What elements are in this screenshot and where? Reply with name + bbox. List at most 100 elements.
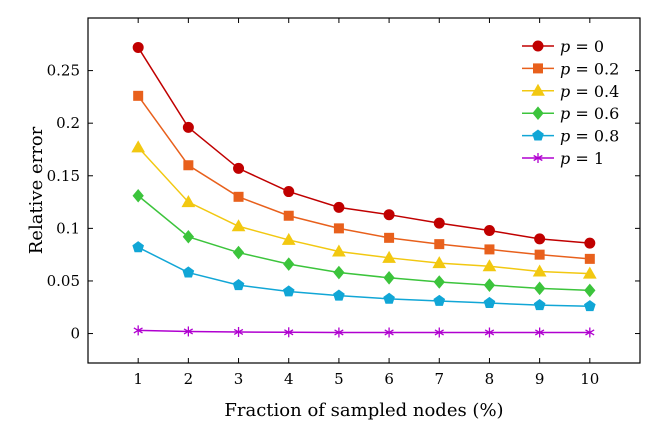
data-point [334, 327, 344, 338]
legend-label-variable: p [560, 104, 570, 123]
y-axis-label: Relative error [26, 126, 47, 254]
data-point [131, 140, 146, 153]
series-5 [133, 325, 595, 338]
data-point [181, 195, 196, 208]
x-tick-label: 5 [334, 370, 344, 388]
data-point [433, 217, 445, 229]
legend-label-value: = 0 [570, 37, 604, 56]
data-point [332, 244, 346, 257]
data-point [484, 327, 495, 338]
data-point [182, 121, 194, 133]
legend-label-variable: p [560, 37, 570, 56]
data-point [133, 325, 143, 336]
data-point [384, 232, 395, 243]
data-point [233, 162, 245, 174]
legend-label-value: = 1 [570, 149, 604, 168]
data-point [584, 253, 595, 264]
legend-label: p = 0.4 [560, 82, 619, 101]
data-point [584, 300, 596, 312]
x-tick-label: 6 [384, 370, 394, 388]
legend-label-value: = 0.8 [570, 127, 619, 146]
data-point [232, 279, 245, 291]
data-point [133, 90, 144, 101]
data-point [283, 210, 294, 221]
data-point [283, 186, 295, 198]
data-point [233, 191, 244, 202]
legend-label-value: = 0.6 [570, 104, 619, 123]
plot-frame [87, 17, 641, 364]
series-line [138, 329, 590, 334]
legend-marker [533, 153, 543, 163]
x-tick-label: 7 [434, 370, 444, 388]
legend-item: p = 0.8 [522, 127, 619, 146]
series-line [137, 195, 590, 292]
legend-marker [532, 40, 544, 52]
data-point [434, 327, 444, 338]
data-point [534, 233, 546, 245]
legend-label-variable: p [560, 82, 570, 101]
data-point [433, 275, 445, 289]
legend-label-value: = 0.2 [570, 59, 619, 78]
series-3 [132, 188, 596, 298]
data-point [434, 239, 445, 250]
x-tick-label: 8 [485, 370, 495, 388]
legend-item: p = 0.4 [522, 82, 619, 101]
legend-marker [531, 83, 545, 96]
x-tick-label: 2 [184, 370, 194, 388]
y-tick-label: 0.05 [47, 272, 80, 290]
legend-marker [532, 106, 544, 120]
y-tick-label: 0.15 [47, 167, 80, 185]
data-point [283, 257, 295, 271]
series-4 [132, 241, 596, 312]
data-point [585, 327, 595, 338]
data-point [534, 249, 545, 260]
legend-label: p = 0.8 [560, 127, 619, 146]
x-axis: 1 2 3 4 5 6 7 8 9 10 [133, 18, 599, 388]
series-line [137, 246, 590, 307]
x-tick-label: 10 [580, 370, 599, 388]
legend-label-variable: p [560, 127, 570, 146]
data-point [132, 41, 144, 53]
data-point [383, 209, 395, 221]
x-tick-label: 4 [284, 370, 294, 388]
x-tick-label: 9 [535, 370, 545, 388]
legend-label-variable: p [560, 149, 570, 168]
data-point [432, 256, 447, 269]
data-point [333, 289, 345, 301]
legend-label-value: = 0.4 [570, 82, 619, 101]
series-line [137, 47, 590, 244]
legend-item: p = 0.6 [522, 104, 619, 123]
data-point [232, 245, 245, 260]
series-1 [133, 90, 595, 264]
legend-label: p = 1 [560, 149, 604, 168]
y-tick-label: 0.2 [56, 114, 80, 132]
data-point [582, 266, 597, 279]
data-point [333, 265, 345, 280]
legend-item: p = 0 [522, 37, 604, 56]
x-axis-label: Fraction of sampled nodes (%) [224, 400, 503, 421]
legend: p = 0p = 0.2p = 0.4p = 0.6p = 0.8p = 1 [522, 37, 619, 168]
data-point [483, 278, 496, 292]
data-point [534, 327, 545, 338]
data-point [231, 219, 246, 232]
x-tick-label: 1 [133, 370, 143, 388]
data-point [533, 281, 546, 296]
legend-label: p = 0.6 [560, 104, 619, 123]
data-point [182, 266, 195, 278]
plot-area [131, 41, 597, 338]
data-point [533, 299, 546, 311]
data-point [132, 188, 144, 203]
data-point [333, 201, 345, 213]
data-point [433, 294, 446, 306]
series-0 [132, 41, 596, 249]
data-point [532, 264, 547, 277]
data-point [482, 259, 497, 272]
data-point [333, 223, 344, 234]
y-tick-label: 0 [70, 325, 80, 343]
legend-item: p = 1 [522, 149, 604, 168]
data-point [383, 271, 395, 285]
data-point [281, 232, 296, 245]
data-point [383, 292, 395, 304]
data-point [183, 326, 194, 337]
